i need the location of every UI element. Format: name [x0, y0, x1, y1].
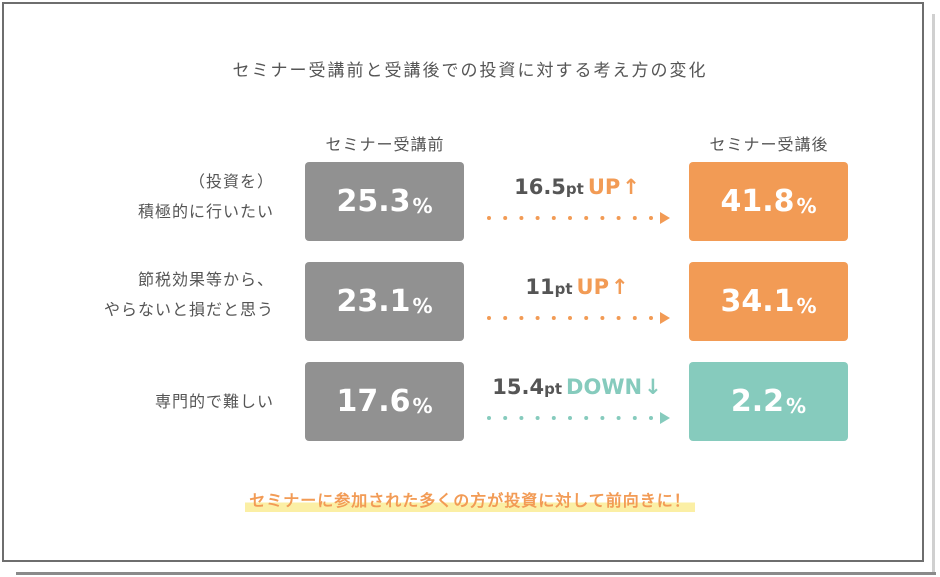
change-amount-1: 16.5: [514, 175, 566, 199]
column-header-after: セミナー受講後: [709, 135, 829, 154]
down-arrow-icon: ↓: [644, 375, 662, 399]
dot-3-9: [616, 416, 621, 420]
after-pct-1: %: [796, 193, 817, 218]
after-value-1: 41.8: [720, 184, 795, 219]
change-direction-2: UP: [576, 275, 609, 299]
after-value-box-1: 41.8%: [689, 162, 848, 241]
arrowhead-icon: [660, 312, 670, 324]
row-label-1-line-1: （投資を）: [188, 172, 274, 191]
change-amount-3: 15.4: [492, 375, 545, 399]
change-label-3: 15.4pt DOWN↓: [470, 375, 684, 399]
row-label-2: 節税効果等から、 やらないと損だと思う: [40, 265, 274, 325]
dot-1-6: [568, 216, 572, 220]
before-pct-2: %: [412, 293, 433, 318]
dot-1-2: [503, 216, 508, 220]
before-value-box-3: 17.6%: [305, 362, 464, 441]
dot-1-9: [616, 216, 621, 220]
before-value-3: 17.6: [336, 384, 411, 419]
before-pct-3: %: [412, 393, 433, 418]
dot-1-7: [584, 216, 589, 220]
change-direction-3: DOWN: [566, 375, 643, 399]
dot-1-1: [487, 216, 491, 220]
chart-title: セミナー受講前と受講後での投資に対する考え方の変化: [232, 61, 708, 81]
before-value-1: 25.3: [336, 184, 411, 219]
arrowhead-icon: [660, 212, 670, 224]
row-label-2-line-1: 節税効果等から、: [137, 270, 274, 289]
up-arrow-icon: ↑: [622, 175, 640, 199]
dot-2-3: [519, 316, 524, 320]
dot-1-5: [551, 216, 556, 220]
dot-2-7: [584, 316, 589, 320]
dot-2-9: [616, 316, 621, 320]
dot-2-5: [551, 316, 556, 320]
footnote-text: セミナーに参加された多くの方が投資に対して前向きに！: [245, 487, 695, 512]
change-amount-2: 11: [525, 275, 555, 299]
dot-3-3: [519, 416, 524, 420]
before-pct-1: %: [412, 193, 433, 218]
dot-1-8: [600, 216, 605, 220]
row-label-2-line-2: やらないと損だと思う: [103, 300, 274, 319]
after-value-box-2: 34.1%: [689, 262, 848, 341]
dot-3-6: [568, 416, 572, 420]
dot-2-1: [487, 316, 491, 320]
dotted-arrow-2: [487, 312, 670, 324]
row-label-3-line-1: 専門的で難しい: [154, 392, 274, 411]
dot-2-10: [632, 316, 637, 320]
arrowhead-icon: [660, 412, 670, 424]
column-header-before: セミナー受講前: [325, 135, 445, 154]
before-value-box-2: 23.1%: [305, 262, 464, 341]
change-unit-1: pt: [565, 180, 584, 198]
change-unit-3: pt: [544, 380, 563, 398]
dot-2-2: [503, 316, 508, 320]
dot-2-11: [649, 316, 653, 320]
dot-3-10: [632, 416, 637, 420]
dotted-arrow-1: [487, 212, 670, 224]
up-arrow-icon: ↑: [611, 275, 629, 299]
change-direction-1: UP: [587, 175, 621, 199]
after-pct-2: %: [796, 293, 817, 318]
after-value-box-3: 2.2%: [689, 362, 848, 441]
dot-2-4: [535, 316, 540, 320]
dot-2-6: [568, 316, 572, 320]
dot-3-1: [487, 416, 491, 420]
row-label-1: （投資を） 積極的に行いたい: [40, 167, 274, 227]
dot-3-2: [503, 416, 508, 420]
change-label-2: 11pt UP↑: [470, 275, 684, 299]
footnote: セミナーに参加された多くの方が投資に対して前向きに！: [0, 487, 940, 512]
dotted-arrow-3: [487, 412, 670, 424]
dot-3-5: [551, 416, 556, 420]
row-label-3: 専門的で難しい: [40, 387, 274, 417]
after-pct-3: %: [786, 393, 807, 418]
change-unit-2: pt: [554, 280, 573, 298]
dot-1-11: [649, 216, 653, 220]
dot-1-4: [535, 216, 540, 220]
frame-shadow-bottom: [16, 572, 936, 575]
dot-1-10: [632, 216, 637, 220]
dot-3-11: [649, 416, 653, 420]
before-value-2: 23.1: [336, 284, 411, 319]
after-value-3: 2.2: [730, 384, 785, 419]
dot-1-3: [519, 216, 524, 220]
frame-shadow-right: [932, 14, 935, 574]
after-value-2: 34.1: [720, 284, 795, 319]
dot-3-8: [600, 416, 605, 420]
change-label-1: 16.5pt UP↑: [470, 175, 684, 199]
dot-3-7: [584, 416, 589, 420]
dot-3-4: [535, 416, 540, 420]
before-value-box-1: 25.3%: [305, 162, 464, 241]
dot-2-8: [600, 316, 605, 320]
row-label-1-line-2: 積極的に行いたい: [137, 202, 274, 221]
